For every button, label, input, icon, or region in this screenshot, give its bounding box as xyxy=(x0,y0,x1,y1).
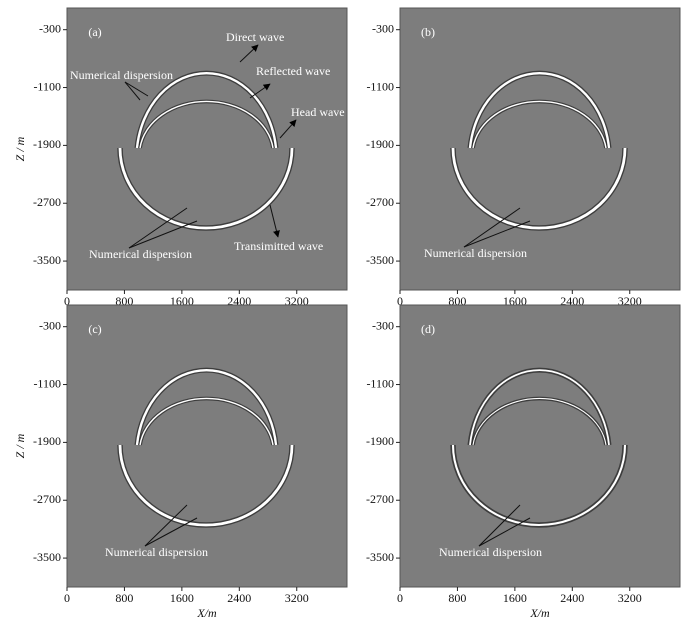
x-tick-label: 1600 xyxy=(503,294,527,308)
y-tick-label: -300 xyxy=(372,318,394,332)
annotation: Numerical dispersion xyxy=(105,545,208,559)
x-tick-label: 2400 xyxy=(560,294,584,308)
wavefront xyxy=(118,444,294,527)
wavefront xyxy=(472,397,607,446)
arrow xyxy=(249,83,271,99)
wavefront xyxy=(135,72,278,149)
annotation: Numerical dispersion xyxy=(70,68,173,82)
annotation: Direct wave xyxy=(226,30,284,44)
y-tick-label: -1100 xyxy=(33,79,61,93)
y-tick-label: -3500 xyxy=(366,253,394,267)
plot-area xyxy=(66,7,348,291)
annotation: Numerical dispersion xyxy=(89,247,192,261)
x-tick-label: 3200 xyxy=(285,591,309,605)
arrow xyxy=(279,119,297,139)
panel-label: (a) xyxy=(88,25,101,39)
pointer xyxy=(478,517,531,547)
y-tick-label: -1900 xyxy=(366,434,394,448)
wavefront xyxy=(451,147,627,230)
x-tick-label: 1600 xyxy=(503,591,527,605)
wavefront xyxy=(118,147,294,230)
wavefront xyxy=(468,72,611,149)
x-axis-label: X/m xyxy=(529,606,550,620)
x-tick-label: 0 xyxy=(397,591,403,605)
pointer xyxy=(478,504,521,547)
x-tick-label: 2400 xyxy=(560,591,584,605)
wavefront xyxy=(135,369,278,446)
pointer xyxy=(144,517,198,547)
y-tick-label: -2700 xyxy=(33,195,61,209)
panel-label: (c) xyxy=(88,322,101,336)
annotation: Head wave xyxy=(291,105,345,119)
y-axis-label: Z / m xyxy=(13,136,27,161)
arrow xyxy=(239,44,259,63)
x-tick-label: 1600 xyxy=(170,294,194,308)
pointer xyxy=(124,81,141,101)
wavefront xyxy=(469,369,610,446)
pointer xyxy=(128,207,188,249)
y-tick-label: -300 xyxy=(39,318,61,332)
plot-area xyxy=(66,304,348,588)
y-tick-label: -3500 xyxy=(33,253,61,267)
plot-area xyxy=(399,304,681,588)
y-tick-label: -1900 xyxy=(366,137,394,151)
wavefront xyxy=(139,397,274,446)
plot-area xyxy=(399,7,681,291)
x-tick-label: 3200 xyxy=(285,294,309,308)
x-tick-label: 800 xyxy=(448,294,466,308)
x-tick-label: 800 xyxy=(115,591,133,605)
wavefront xyxy=(139,100,274,149)
panel-label: (d) xyxy=(421,322,435,336)
y-tick-label: -2700 xyxy=(366,195,394,209)
y-tick-label: -3500 xyxy=(33,550,61,564)
annotation: Reflected wave xyxy=(256,64,330,78)
y-tick-label: -2700 xyxy=(366,492,394,506)
pointer xyxy=(463,220,531,248)
y-tick-label: -2700 xyxy=(33,492,61,506)
x-tick-label: 0 xyxy=(64,591,70,605)
panel-label: (b) xyxy=(421,25,435,39)
annotation: Numerical dispersion xyxy=(439,545,542,559)
x-tick-label: 2400 xyxy=(227,294,251,308)
x-tick-label: 1600 xyxy=(170,591,194,605)
annotation: Transimitted wave xyxy=(234,239,323,253)
x-tick-label: 0 xyxy=(397,294,403,308)
y-tick-label: -1100 xyxy=(366,376,394,390)
x-tick-label: 3200 xyxy=(618,591,642,605)
x-tick-label: 2400 xyxy=(227,591,251,605)
pointer xyxy=(124,81,149,97)
y-tick-label: -3500 xyxy=(366,550,394,564)
pointer xyxy=(128,220,198,249)
wavefront xyxy=(451,444,627,526)
x-tick-label: 3200 xyxy=(618,294,642,308)
x-tick-label: 800 xyxy=(115,294,133,308)
y-tick-label: -1100 xyxy=(366,79,394,93)
y-axis-label: Z / m xyxy=(13,433,27,458)
x-axis-label: X/m xyxy=(196,606,217,620)
arrow xyxy=(269,204,280,238)
y-tick-label: -1900 xyxy=(33,137,61,151)
pointer xyxy=(463,207,521,248)
y-tick-label: -300 xyxy=(39,21,61,35)
y-tick-label: -1100 xyxy=(33,376,61,390)
pointer xyxy=(144,504,188,547)
wavefront xyxy=(472,100,607,149)
y-tick-label: -300 xyxy=(372,21,394,35)
y-tick-label: -1900 xyxy=(33,434,61,448)
annotation: Numerical dispersion xyxy=(424,246,527,260)
x-tick-label: 0 xyxy=(64,294,70,308)
x-tick-label: 800 xyxy=(448,591,466,605)
